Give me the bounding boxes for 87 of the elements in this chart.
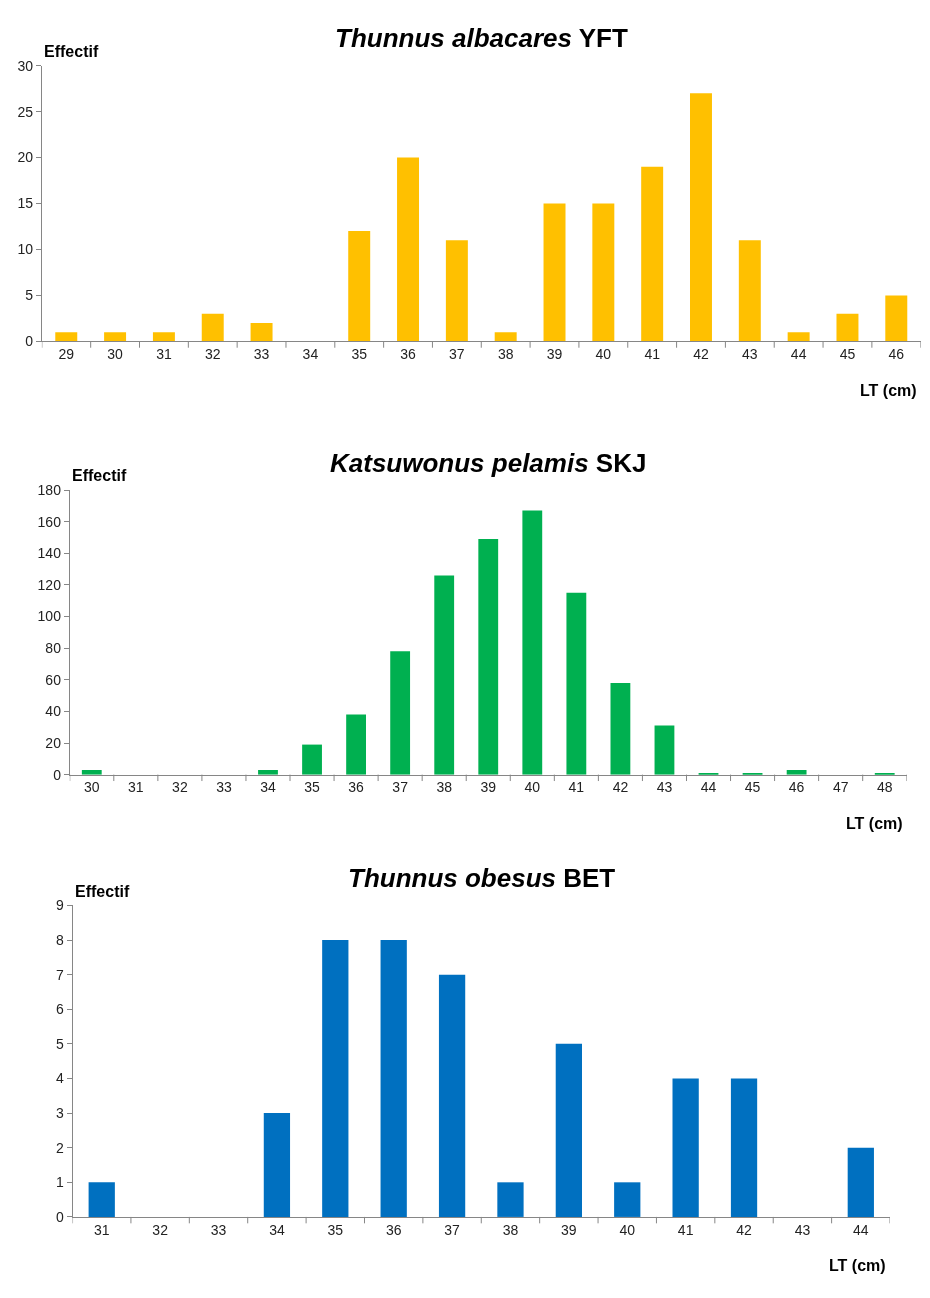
chart-title: Thunnus obesus BET [348, 863, 616, 893]
x-tick-label: 30 [107, 346, 124, 363]
y-tick-label: 25 [17, 103, 34, 120]
x-tick-label: 40 [595, 346, 612, 363]
x-tick-label: 37 [392, 779, 409, 796]
y-tick-label: 3 [55, 1104, 64, 1121]
x-tick-label: 43 [742, 346, 758, 363]
y-tick-label: 120 [37, 576, 62, 593]
x-tick-label: 48 [876, 779, 893, 796]
x-tick-label: 32 [172, 779, 188, 796]
y-tick-label: 0 [53, 766, 62, 783]
y-tick-label: 160 [37, 513, 62, 530]
x-tick-label: 37 [444, 1221, 461, 1238]
y-tick-label: 8 [55, 931, 64, 948]
x-tick-label: 40 [524, 779, 541, 796]
x-tick-label: 44 [790, 346, 807, 363]
x-tick-label: 35 [304, 779, 321, 796]
x-tick-label: 47 [832, 779, 849, 796]
y-tick-label: 20 [45, 734, 62, 751]
x-tick-label: 45 [839, 346, 856, 363]
x-tick-label: 39 [561, 1221, 577, 1238]
x-tick-label: 46 [888, 346, 905, 363]
x-tick-label: 32 [152, 1221, 169, 1238]
x-tick-label: 31 [93, 1221, 110, 1238]
chart-title: Katsuwonus pelamis SKJ [330, 448, 647, 478]
y-tick-label: 0 [25, 333, 34, 350]
y-tick-label: 80 [45, 640, 62, 657]
chart-title: Thunnus albacares YFT [335, 23, 628, 53]
y-tick-label: 180 [37, 481, 62, 498]
x-tick-label: 29 [58, 346, 75, 363]
x-tick-label: 37 [449, 346, 465, 363]
x-tick-label: 38 [436, 779, 453, 796]
y-tick-label: 10 [17, 241, 34, 258]
y-tick-label: 4 [55, 1070, 64, 1087]
x-tick-label: 33 [253, 346, 270, 363]
y-tick-label: 9 [55, 897, 64, 914]
x-tick-label: 45 [744, 779, 761, 796]
x-tick-label: 42 [693, 346, 709, 363]
y-tick-label: 1 [55, 1174, 64, 1191]
x-tick-label: 39 [546, 346, 563, 363]
x-tick-label: 34 [260, 779, 276, 796]
x-tick-label: 41 [677, 1221, 694, 1238]
x-tick-label: 40 [619, 1221, 636, 1238]
x-tick-label: 41 [644, 346, 661, 363]
x-tick-label: 33 [210, 1221, 227, 1238]
x-axis-title: LT (cm) [846, 815, 903, 832]
x-tick-label: 42 [736, 1221, 753, 1238]
y-tick-label: 5 [55, 1035, 64, 1052]
y-tick-label: 40 [45, 703, 62, 720]
y-tick-label: 7 [55, 966, 64, 983]
x-tick-label: 31 [128, 779, 144, 796]
x-tick-label: 36 [385, 1221, 402, 1238]
y-tick-label: 100 [37, 608, 62, 625]
x-tick-label: 44 [853, 1221, 869, 1238]
x-tick-label: 43 [794, 1221, 811, 1238]
x-tick-label: 38 [502, 1221, 519, 1238]
y-tick-label: 140 [37, 545, 62, 562]
y-tick-label: 30 [17, 57, 34, 74]
y-tick-label: 0 [55, 1208, 64, 1225]
x-axis-title: LT (cm) [860, 382, 917, 399]
y-tick-label: 20 [17, 149, 34, 166]
x-tick-label: 36 [400, 346, 417, 363]
x-tick-label: 35 [327, 1221, 344, 1238]
x-tick-label: 34 [269, 1221, 285, 1238]
x-tick-label: 36 [348, 779, 365, 796]
y-tick-label: 15 [17, 195, 34, 212]
x-tick-label: 34 [302, 346, 319, 363]
y-tick-label: 60 [45, 671, 62, 688]
x-tick-label: 30 [83, 779, 100, 796]
x-tick-label: 41 [568, 779, 585, 796]
x-tick-label: 35 [351, 346, 368, 363]
y-axis-title: Effectif [75, 883, 130, 900]
x-tick-label: 32 [204, 346, 221, 363]
y-axis-title: Effectif [72, 467, 127, 484]
x-tick-label: 42 [612, 779, 629, 796]
x-tick-label: 43 [656, 779, 673, 796]
x-tick-label: 33 [216, 779, 232, 796]
x-axis-title: LT (cm) [829, 1257, 886, 1274]
y-axis-title: Effectif [44, 43, 99, 60]
x-tick-label: 39 [480, 779, 497, 796]
y-tick-label: 2 [55, 1139, 64, 1156]
x-tick-label: 44 [700, 779, 717, 796]
x-tick-label: 38 [497, 346, 514, 363]
y-tick-label: 6 [55, 1001, 64, 1018]
x-tick-label: 46 [788, 779, 805, 796]
y-tick-label: 5 [25, 287, 34, 304]
x-tick-label: 31 [156, 346, 172, 363]
